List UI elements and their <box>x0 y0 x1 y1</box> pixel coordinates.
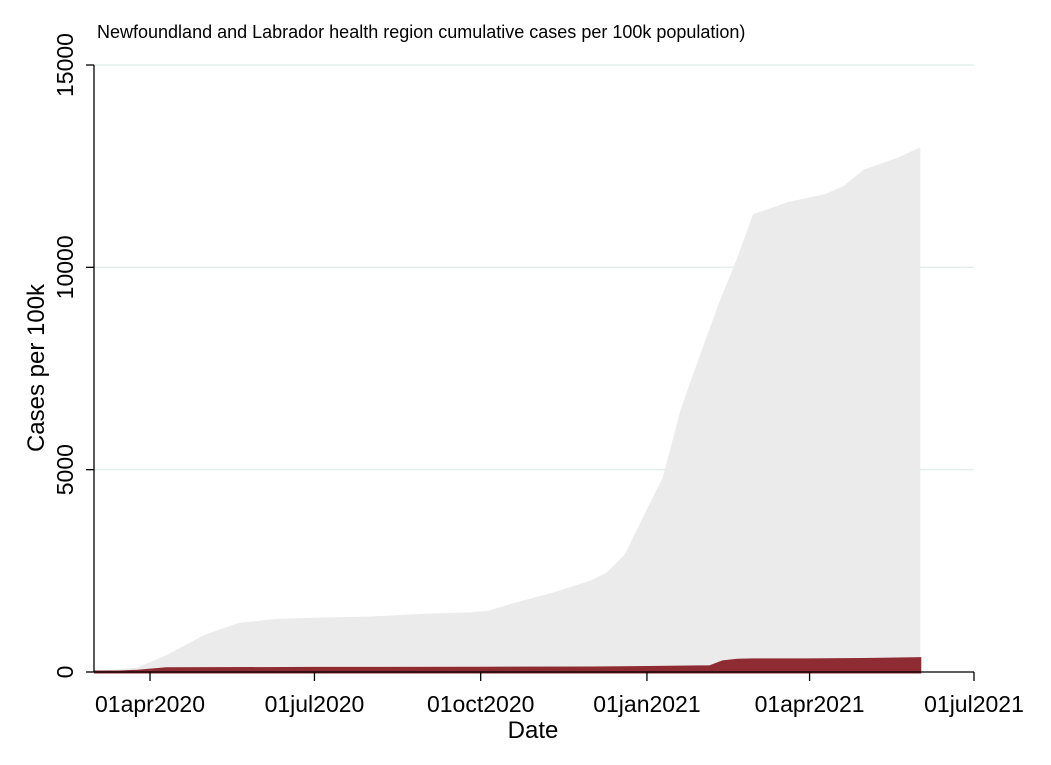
y-tick-label: 0 <box>52 666 78 679</box>
x-tick-label: 01apr2021 <box>755 691 865 717</box>
x-tick-label: 01jan2021 <box>593 691 700 717</box>
y-tick-label: 10000 <box>52 235 78 299</box>
plot-area <box>93 147 922 674</box>
series-area-highlighted-region <box>94 657 922 674</box>
x-tick-label: 01oct2020 <box>427 691 534 717</box>
axes <box>93 65 974 673</box>
y-tick-label: 5000 <box>52 444 78 495</box>
series-area-background-range <box>93 147 921 673</box>
y-axis-ticks: 0 5000 10000 15000 <box>52 33 94 678</box>
x-tick-label: 01apr2020 <box>95 691 205 717</box>
y-tick-label: 15000 <box>52 33 78 97</box>
x-axis-ticks: 01apr2020 01jul2020 01oct2020 01jan2021 01ap… <box>95 672 1024 717</box>
chart-title: Newfoundland and Labrador health region … <box>97 22 745 42</box>
x-tick-label: 01jul2020 <box>265 691 365 717</box>
y-axis-label: Cases per 100k <box>23 283 50 452</box>
x-tick-label: 01jul2021 <box>924 691 1024 717</box>
x-axis-label: Date <box>508 717 559 744</box>
